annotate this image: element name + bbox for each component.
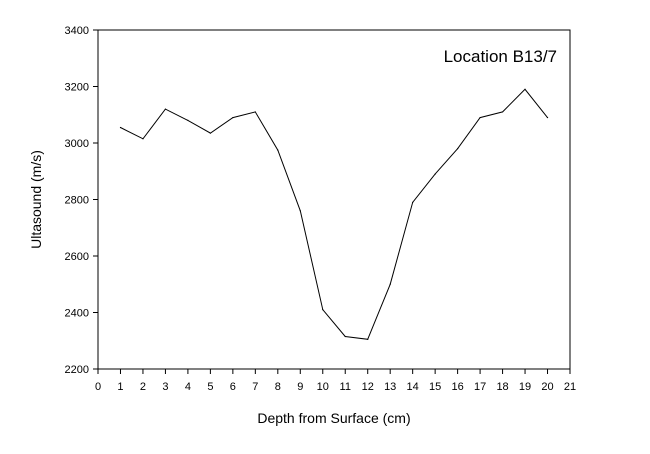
data-point	[254, 111, 256, 113]
data-point	[501, 111, 504, 113]
y-tick-label: 3200	[65, 82, 89, 94]
x-tick-label: 20	[541, 381, 553, 393]
y-tick-label: 2200	[65, 364, 89, 376]
plot-frame	[97, 29, 571, 370]
data-point	[142, 138, 144, 140]
y-tick-label: 3400	[65, 25, 89, 37]
data-point	[457, 148, 459, 150]
x-tick-label: 16	[451, 381, 463, 393]
y-axis-title: Ultasound (m/s)	[28, 150, 44, 249]
y-tick-label: 3000	[65, 138, 89, 150]
x-tick-label: 5	[207, 381, 213, 393]
data-point	[164, 108, 167, 110]
data-point	[209, 132, 211, 134]
data-point	[232, 116, 234, 119]
x-tick-label: 0	[95, 381, 101, 393]
series-line	[120, 88, 548, 340]
x-tick-label: 10	[317, 381, 329, 393]
data-point	[344, 335, 346, 338]
chart-annotation: Location B13/7	[444, 47, 557, 66]
data-point	[367, 338, 369, 340]
x-tick-label: 14	[407, 381, 419, 393]
y-tick-label: 2600	[65, 251, 89, 263]
x-tick-label: 18	[496, 381, 508, 393]
x-tick-label: 13	[384, 381, 396, 393]
data-point	[277, 149, 279, 151]
x-tick-label: 2	[140, 381, 146, 393]
data-point	[524, 88, 526, 90]
data-point	[389, 283, 391, 285]
x-tick-label: 1	[117, 381, 123, 393]
data-point	[187, 119, 189, 121]
x-tick-label: 12	[362, 381, 374, 393]
data-point	[412, 201, 414, 203]
x-tick-label: 4	[185, 381, 191, 393]
x-tick-label: 19	[519, 381, 531, 393]
y-tick-label: 2400	[65, 308, 89, 320]
data-point	[479, 116, 481, 119]
data-point	[322, 309, 324, 311]
x-axis-title: Depth from Surface (cm)	[257, 410, 410, 426]
x-tick-label: 21	[564, 381, 576, 393]
x-tick-label: 11	[340, 381, 351, 393]
x-tick-label: 8	[275, 381, 281, 393]
y-axis-ticks: 2200 2400 2600 2800 3000 3200 3400	[65, 25, 98, 376]
x-tick-label: 3	[162, 381, 168, 393]
x-tick-label: 17	[474, 381, 486, 393]
data-point	[546, 116, 549, 119]
data-point	[119, 126, 122, 129]
x-tick-label: 6	[230, 381, 236, 393]
data-points	[119, 88, 549, 340]
data-point	[299, 210, 301, 212]
x-tick-label: 15	[429, 381, 441, 393]
x-tick-label: 7	[252, 381, 258, 393]
x-axis-ticks: 0 1 2 3 4 5 6 7 8 9 10 11 12 13 14 15 16 17 18 19 20 21	[95, 369, 576, 393]
x-tick-label: 9	[297, 381, 303, 393]
y-tick-label: 2800	[65, 195, 89, 207]
data-point	[434, 173, 436, 175]
